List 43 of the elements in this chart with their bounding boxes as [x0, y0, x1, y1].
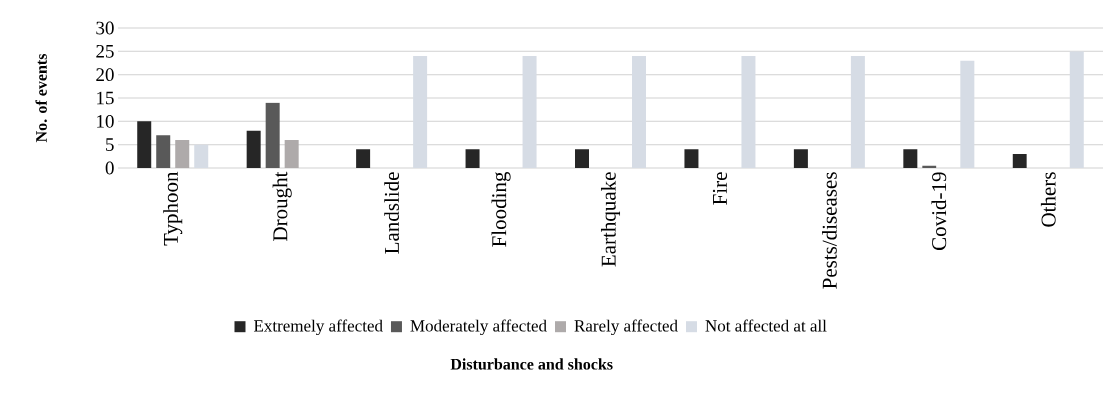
y-tick-label: 10: [97, 114, 114, 128]
bar: [1012, 154, 1027, 168]
x-tick-label: Pests/diseases: [822, 172, 837, 289]
legend-label: Rarely affected: [574, 319, 678, 336]
bar: [1069, 51, 1084, 168]
bar: [522, 56, 537, 168]
x-axis-title: Disturbance and shocks: [450, 358, 613, 370]
bar: [960, 60, 975, 168]
x-tick-label: Landslide: [384, 172, 399, 254]
bar: [741, 56, 756, 168]
bar: [284, 140, 299, 168]
y-tick-label: 15: [97, 91, 114, 105]
y-tick-label: 25: [96, 44, 114, 58]
bar: [265, 102, 280, 168]
x-tick-label: Fire: [712, 172, 727, 205]
bar: [793, 149, 808, 168]
bar: [194, 144, 209, 168]
bar: [575, 149, 589, 168]
x-tick-label: Others: [1040, 172, 1056, 227]
legend-label: Moderately affected: [410, 319, 547, 336]
legend-label: Extremely affected: [253, 319, 383, 336]
bar: [850, 56, 865, 168]
y-tick-label: 30: [96, 21, 114, 35]
y-tick-label: 5: [106, 138, 114, 151]
bar: [684, 149, 699, 168]
bar: [137, 121, 152, 168]
bar: [156, 135, 171, 168]
y-tick-label: 20: [96, 68, 114, 82]
bar: [413, 56, 428, 168]
x-tick-label: Drought: [272, 171, 292, 241]
bar: [903, 149, 918, 168]
bar: [632, 56, 646, 168]
y-axis-title: No. of events: [35, 53, 47, 143]
bar: [175, 140, 190, 168]
legend-label: Not affected at all: [705, 319, 827, 332]
y-tick-label: 0: [105, 161, 114, 175]
x-tick-label: Typhoon: [163, 171, 183, 246]
bar: [465, 149, 480, 168]
x-tick-label: Earthquake: [600, 172, 621, 267]
x-tick-label: Flooding: [491, 171, 511, 247]
x-tick-label: Covid-19: [931, 172, 947, 251]
bar: [356, 149, 371, 168]
bar: [246, 130, 261, 168]
